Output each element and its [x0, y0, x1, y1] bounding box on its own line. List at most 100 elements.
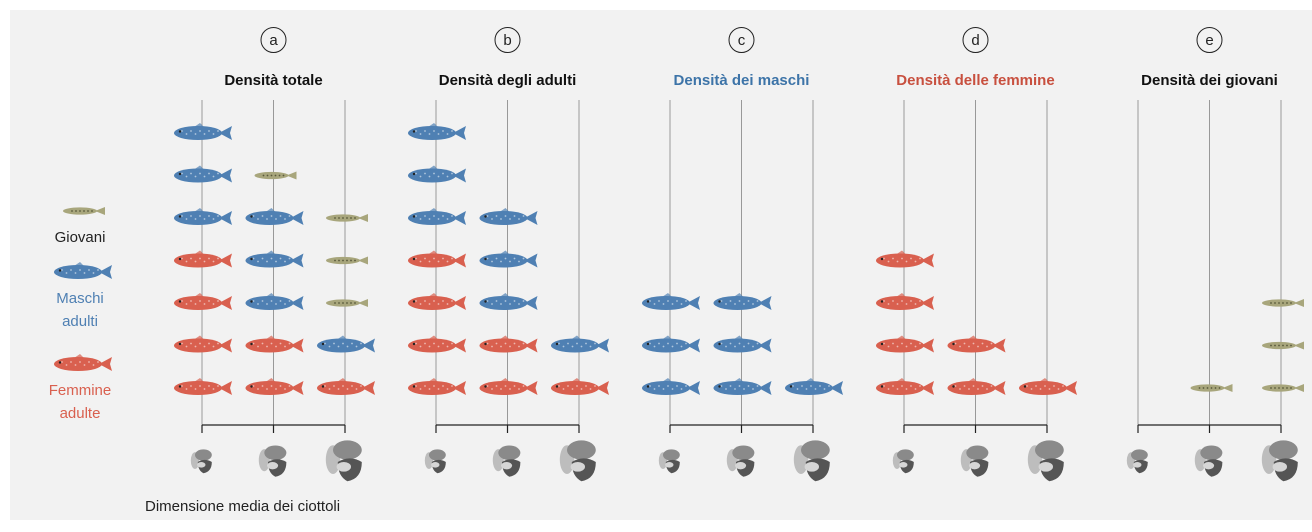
fish-spot [743, 388, 745, 390]
fish-spot [1290, 387, 1292, 389]
fish-fin [733, 293, 744, 297]
fish-spot [342, 217, 344, 219]
fish-stack [876, 250, 934, 395]
fish-spot [257, 345, 259, 348]
fish-spot [74, 364, 77, 366]
fish-spot [83, 210, 85, 212]
fish-spot [424, 215, 426, 217]
fish-spot [662, 303, 665, 305]
fish-spot [671, 388, 674, 390]
fish-spot [346, 217, 348, 219]
fish-spot [576, 342, 578, 345]
pebble [1133, 462, 1142, 468]
fish-spot [284, 345, 286, 348]
fish-tail [758, 338, 772, 353]
fish-spot [653, 388, 656, 390]
fish-spot [1270, 387, 1272, 389]
fish-eye [718, 385, 721, 388]
fish-spot [257, 303, 259, 305]
fish-spot [354, 217, 356, 219]
adult-fish [479, 293, 538, 310]
fish-tail [453, 253, 466, 268]
fish-spot [968, 388, 970, 390]
fish-eye [952, 385, 955, 388]
fish-tail [596, 338, 609, 353]
fish-eye [178, 257, 182, 261]
pebble-icon [658, 449, 680, 474]
fish-fin [662, 378, 672, 382]
fish-fin [571, 335, 581, 340]
fish-spot [522, 342, 525, 345]
juvenile-fish [254, 171, 297, 180]
fish-spot [562, 388, 565, 390]
fish-spot [500, 345, 502, 348]
fish-stack [254, 171, 297, 180]
fish-tail [687, 338, 700, 353]
fish-fin [896, 378, 906, 382]
fish-spot [756, 300, 759, 302]
fish-fin [733, 335, 744, 340]
fish-spot [1198, 387, 1201, 389]
fish-spot [199, 172, 201, 175]
fish-spot [181, 300, 183, 302]
fish-spot [968, 345, 970, 348]
fish-spot [1044, 385, 1046, 387]
fish-spot [522, 257, 525, 260]
fish-body [713, 338, 762, 353]
fish-spot [896, 260, 899, 263]
fish-eye [412, 130, 416, 133]
fish-spot [649, 342, 651, 345]
fish-spot [337, 388, 340, 390]
fish-spot [513, 257, 516, 260]
fish-spot [217, 172, 219, 175]
fish-spot [752, 388, 754, 390]
fish-eye [250, 257, 253, 261]
fish-spot [585, 342, 587, 345]
fish-spot [977, 345, 979, 348]
fish-spot [486, 385, 489, 387]
fish-fin [805, 378, 815, 382]
fish-spot [451, 172, 453, 175]
adult-fish [245, 250, 304, 268]
fish-spot [883, 342, 885, 345]
fish-stack [713, 293, 772, 395]
fish-body [551, 381, 599, 395]
fish-body [174, 211, 222, 225]
fish-body [642, 381, 690, 395]
fish-spot [433, 130, 435, 132]
fish-spot [88, 269, 90, 271]
pebble-icon [492, 445, 521, 477]
adult-fish [642, 378, 700, 395]
fish-spot [914, 260, 917, 263]
fish-spot [491, 260, 493, 263]
fish-spot [883, 385, 885, 387]
fish-tail [1294, 341, 1304, 350]
adult-fish [408, 293, 466, 310]
fish-spot [504, 385, 507, 387]
fish-spot [667, 300, 669, 302]
adult-fish [876, 335, 934, 353]
fish-spot [667, 385, 669, 387]
fish-fin [74, 262, 84, 266]
pebble [567, 440, 596, 460]
fish-eye [718, 300, 721, 303]
pebble [197, 462, 206, 468]
fish-spot [513, 215, 516, 217]
fish-spot [437, 175, 440, 178]
fish-spot [350, 217, 352, 219]
fish-spot [738, 385, 741, 387]
fish-spot [446, 303, 449, 305]
fish-spot [580, 388, 583, 390]
pebble [663, 449, 680, 461]
fish-spot [649, 300, 651, 302]
panel-title: Densità degli adulti [439, 72, 577, 89]
fish-tail [362, 338, 375, 353]
fish-eye [412, 215, 416, 218]
fish-fin [428, 165, 438, 170]
fish-spot [288, 385, 291, 387]
fish-eye [412, 172, 416, 176]
fish-spot [1290, 302, 1292, 304]
fish-fin [194, 378, 204, 382]
fish-stack [174, 123, 232, 225]
fish-spot [451, 385, 453, 387]
